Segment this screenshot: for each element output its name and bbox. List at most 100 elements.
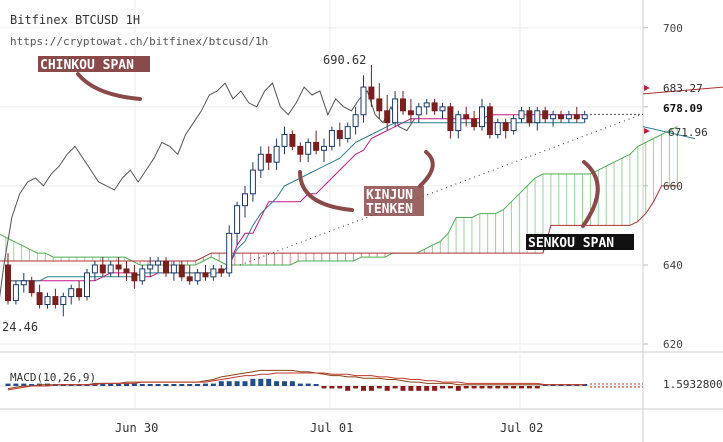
candle-body — [313, 141, 320, 151]
y-tick-label: 620 — [663, 338, 683, 351]
candle-body — [60, 296, 67, 306]
macd-histogram-bar — [234, 381, 240, 386]
lower-price-tag: 671.96 — [668, 126, 708, 139]
chart-source-url: https://cryptowat.ch/bitfinex/btcusd/1h — [10, 35, 268, 48]
candle-body — [20, 280, 27, 286]
lower-marker-icon — [644, 128, 650, 134]
candle-body — [28, 280, 35, 294]
macd-histogram-bar — [171, 384, 177, 386]
candle-body — [76, 288, 83, 298]
candle-body — [384, 110, 391, 124]
candle-body — [139, 268, 146, 282]
macd-histogram-bar — [511, 386, 517, 389]
upper-price-tag: 683.27 — [663, 82, 703, 95]
macd-label: MACD(10,26,9) — [10, 371, 96, 384]
macd-histogram-bar — [250, 378, 256, 386]
candle-body — [147, 264, 154, 270]
macd-histogram-bar — [337, 386, 343, 389]
candle-body — [368, 86, 375, 100]
macd-histogram-bar — [124, 383, 129, 386]
candlesticks — [5, 64, 588, 317]
candle-body — [99, 264, 106, 274]
macd-histogram-bar — [242, 381, 248, 386]
senkou-span-b-line — [0, 185, 678, 262]
current-price-bg — [655, 100, 723, 116]
x-tick-label: Jul 01 — [310, 421, 353, 435]
macd-histogram-bar — [210, 383, 216, 386]
macd-signal-line — [7, 372, 585, 391]
candle-body — [336, 130, 343, 139]
candle-body — [178, 264, 185, 278]
macd-histogram-bar — [313, 384, 319, 386]
candle-body — [234, 205, 241, 234]
macd-histogram-bar — [455, 386, 461, 391]
candle-body — [186, 276, 193, 282]
macd-histogram-bar — [447, 386, 453, 389]
macd-histogram-bar — [471, 386, 477, 389]
candle-body — [486, 106, 493, 136]
y-tick-label: 700 — [663, 22, 683, 35]
senkou-span-annotation: SENKOU SPAN — [528, 236, 614, 251]
macd-histogram-bar — [392, 386, 398, 389]
candle-body — [415, 106, 422, 116]
candle-body — [297, 145, 304, 155]
macd-histogram-bar — [519, 386, 524, 389]
senkou-span-a-line — [0, 126, 678, 266]
macd-histogram-bar — [416, 386, 422, 391]
kinjun-arrow-right — [418, 150, 435, 188]
candle-body — [257, 153, 264, 171]
candle-body — [439, 106, 446, 112]
candle-body — [360, 86, 367, 116]
current-price-tag: 678.09 — [663, 102, 703, 115]
chikou-label-bg — [38, 56, 150, 72]
candle-body — [471, 118, 478, 128]
candle-body — [455, 114, 462, 132]
candle-body — [249, 169, 256, 195]
macd-histogram-bar — [163, 384, 169, 386]
macd-histogram-bar — [131, 383, 137, 386]
macd-histogram-bar — [297, 383, 303, 386]
macd-histogram-bar — [376, 386, 382, 389]
macd-histogram-bar — [100, 384, 106, 386]
candle-body — [510, 118, 517, 132]
candle-body — [242, 193, 248, 207]
macd-histogram-bar — [21, 383, 27, 386]
candle-body — [226, 232, 233, 274]
macd-histogram-bar — [487, 386, 493, 389]
candle-body — [321, 145, 327, 151]
candle-body — [210, 268, 217, 278]
candle-body — [423, 102, 430, 108]
low-price-label: 24.46 — [2, 320, 38, 334]
macd-histogram-bar — [29, 384, 35, 386]
macd-histogram-bar — [440, 386, 445, 389]
candle-body — [194, 272, 201, 282]
candle-body — [12, 284, 19, 302]
macd-histogram-bar — [289, 381, 295, 386]
macd-histogram-bar — [400, 386, 406, 391]
macd-histogram-bar — [274, 381, 280, 386]
senkou-arrow — [581, 160, 600, 228]
candle-body — [68, 288, 75, 298]
macd-histogram-bar — [495, 386, 501, 389]
candle-body — [265, 153, 272, 163]
macd-histogram-bar — [432, 386, 438, 391]
kinjun-label-bg — [364, 186, 424, 216]
tenkan-sen-line — [8, 114, 585, 282]
macd-histogram-bar — [195, 384, 201, 386]
macd-histogram-bar — [368, 386, 374, 391]
upper-marker-icon — [644, 85, 650, 91]
chikou-span-line — [0, 82, 416, 299]
macd-histogram-bar — [266, 378, 272, 386]
macd-histogram-bar — [408, 386, 414, 391]
candle-body — [84, 272, 90, 298]
candle-body — [400, 98, 406, 112]
macd-histogram-bar — [384, 386, 390, 391]
senkou-label-bg — [526, 234, 634, 250]
candle-body — [289, 134, 296, 147]
kinjun-annotation: KINJUN — [366, 188, 413, 203]
chart-title: Bitfinex BTCUSD 1H — [10, 13, 140, 27]
kinjun-arrow-left — [298, 170, 354, 212]
macd-histogram-bar — [155, 384, 161, 386]
macd-histogram-bar — [147, 384, 153, 386]
